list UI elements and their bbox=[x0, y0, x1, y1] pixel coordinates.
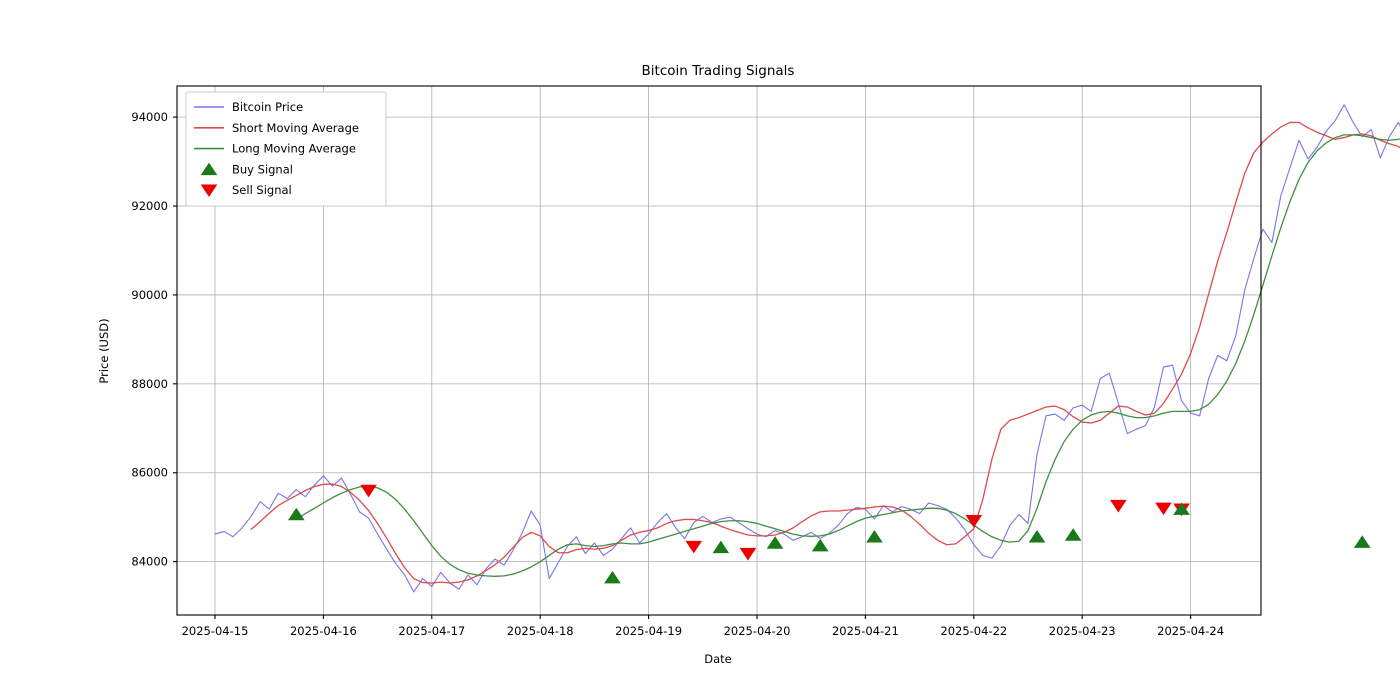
signal-markers-layer bbox=[287, 484, 1371, 584]
plot-area-border bbox=[176, 85, 1262, 616]
axes-spines bbox=[176, 85, 1262, 616]
legend-item-long-moving-average[interactable]: Long Moving Average bbox=[194, 142, 356, 156]
x-tick-label-1: 2025-04-16 bbox=[290, 624, 357, 638]
x-axis-label: Date bbox=[704, 652, 732, 666]
legend-label: Bitcoin Price bbox=[232, 100, 303, 114]
legend-triangle-down-icon bbox=[200, 184, 218, 198]
sell-signal-marker-1 bbox=[685, 540, 703, 554]
y-tick-label-2: 88000 bbox=[131, 377, 168, 391]
buy-signal-marker-4 bbox=[811, 538, 829, 552]
legend-item-short-moving-average[interactable]: Short Moving Average bbox=[194, 121, 359, 135]
x-tick-label-4: 2025-04-19 bbox=[615, 624, 682, 638]
sell-signal-marker-3 bbox=[965, 515, 983, 528]
sell-signal-marker-2 bbox=[739, 547, 757, 561]
y-axis-ticks: 84000 86000 88000 90000 92000 94000 bbox=[131, 110, 177, 569]
x-tick-label-0: 2025-04-15 bbox=[182, 624, 249, 638]
y-tick-label-0: 84000 bbox=[131, 555, 168, 569]
legend-label: Short Moving Average bbox=[232, 121, 359, 135]
y-tick-label-1: 86000 bbox=[131, 466, 168, 480]
y-tick-label-3: 90000 bbox=[131, 288, 168, 302]
sell-signal-marker-5 bbox=[1155, 502, 1172, 516]
buy-signal-marker-6 bbox=[1028, 529, 1046, 543]
series-line-bitcoin-price bbox=[214, 104, 1400, 593]
buy-signal-marker-3 bbox=[766, 536, 784, 549]
legend-label: Sell Signal bbox=[232, 183, 292, 197]
x-tick-label-9: 2025-04-24 bbox=[1157, 624, 1224, 638]
x-tick-label-6: 2025-04-21 bbox=[832, 624, 899, 638]
buy-signal-marker-9 bbox=[1353, 535, 1371, 548]
buy-signal-marker-7 bbox=[1064, 528, 1082, 541]
series-line-long-moving-average bbox=[295, 134, 1400, 577]
buy-signal-marker-2 bbox=[712, 540, 730, 554]
data-series-layer bbox=[214, 104, 1400, 593]
x-tick-label-5: 2025-04-20 bbox=[724, 624, 791, 638]
legend-item-buy-signal[interactable]: Buy Signal bbox=[200, 162, 293, 176]
legend-triangle-up-icon bbox=[200, 162, 218, 176]
buy-signal-marker-1 bbox=[604, 570, 621, 584]
y-axis-label: Price (USD) bbox=[97, 318, 111, 383]
buy-signal-marker-8 bbox=[1173, 502, 1190, 515]
x-tick-label-3: 2025-04-18 bbox=[507, 624, 574, 638]
legend-background bbox=[185, 91, 387, 207]
legend-item-bitcoin-price[interactable]: Bitcoin Price bbox=[194, 100, 303, 114]
series-line-short-moving-average bbox=[250, 121, 1400, 584]
buy-signal-marker-5 bbox=[866, 529, 883, 543]
legend-label: Buy Signal bbox=[232, 162, 293, 176]
y-tick-label-5: 94000 bbox=[131, 110, 168, 124]
sell-signal-marker-4 bbox=[1110, 499, 1127, 513]
sell-signal-marker-0 bbox=[360, 484, 377, 498]
buy-signal-marker-0 bbox=[287, 507, 305, 521]
chart-legend[interactable]: Bitcoin Price Short Moving Average Long Mo… bbox=[185, 91, 387, 207]
x-axis-ticks: 2025-04-15 2025-04-16 2025-04-17 2025-04-18… bbox=[182, 615, 1224, 638]
x-tick-label-2: 2025-04-17 bbox=[398, 624, 465, 638]
chart-title: Bitcoin Trading Signals bbox=[642, 63, 795, 79]
x-tick-label-8: 2025-04-23 bbox=[1049, 624, 1116, 638]
legend-item-sell-signal[interactable]: Sell Signal bbox=[200, 183, 292, 198]
legend-label: Long Moving Average bbox=[232, 142, 356, 156]
x-tick-label-7: 2025-04-22 bbox=[940, 624, 1007, 638]
y-tick-label-4: 92000 bbox=[131, 199, 168, 213]
